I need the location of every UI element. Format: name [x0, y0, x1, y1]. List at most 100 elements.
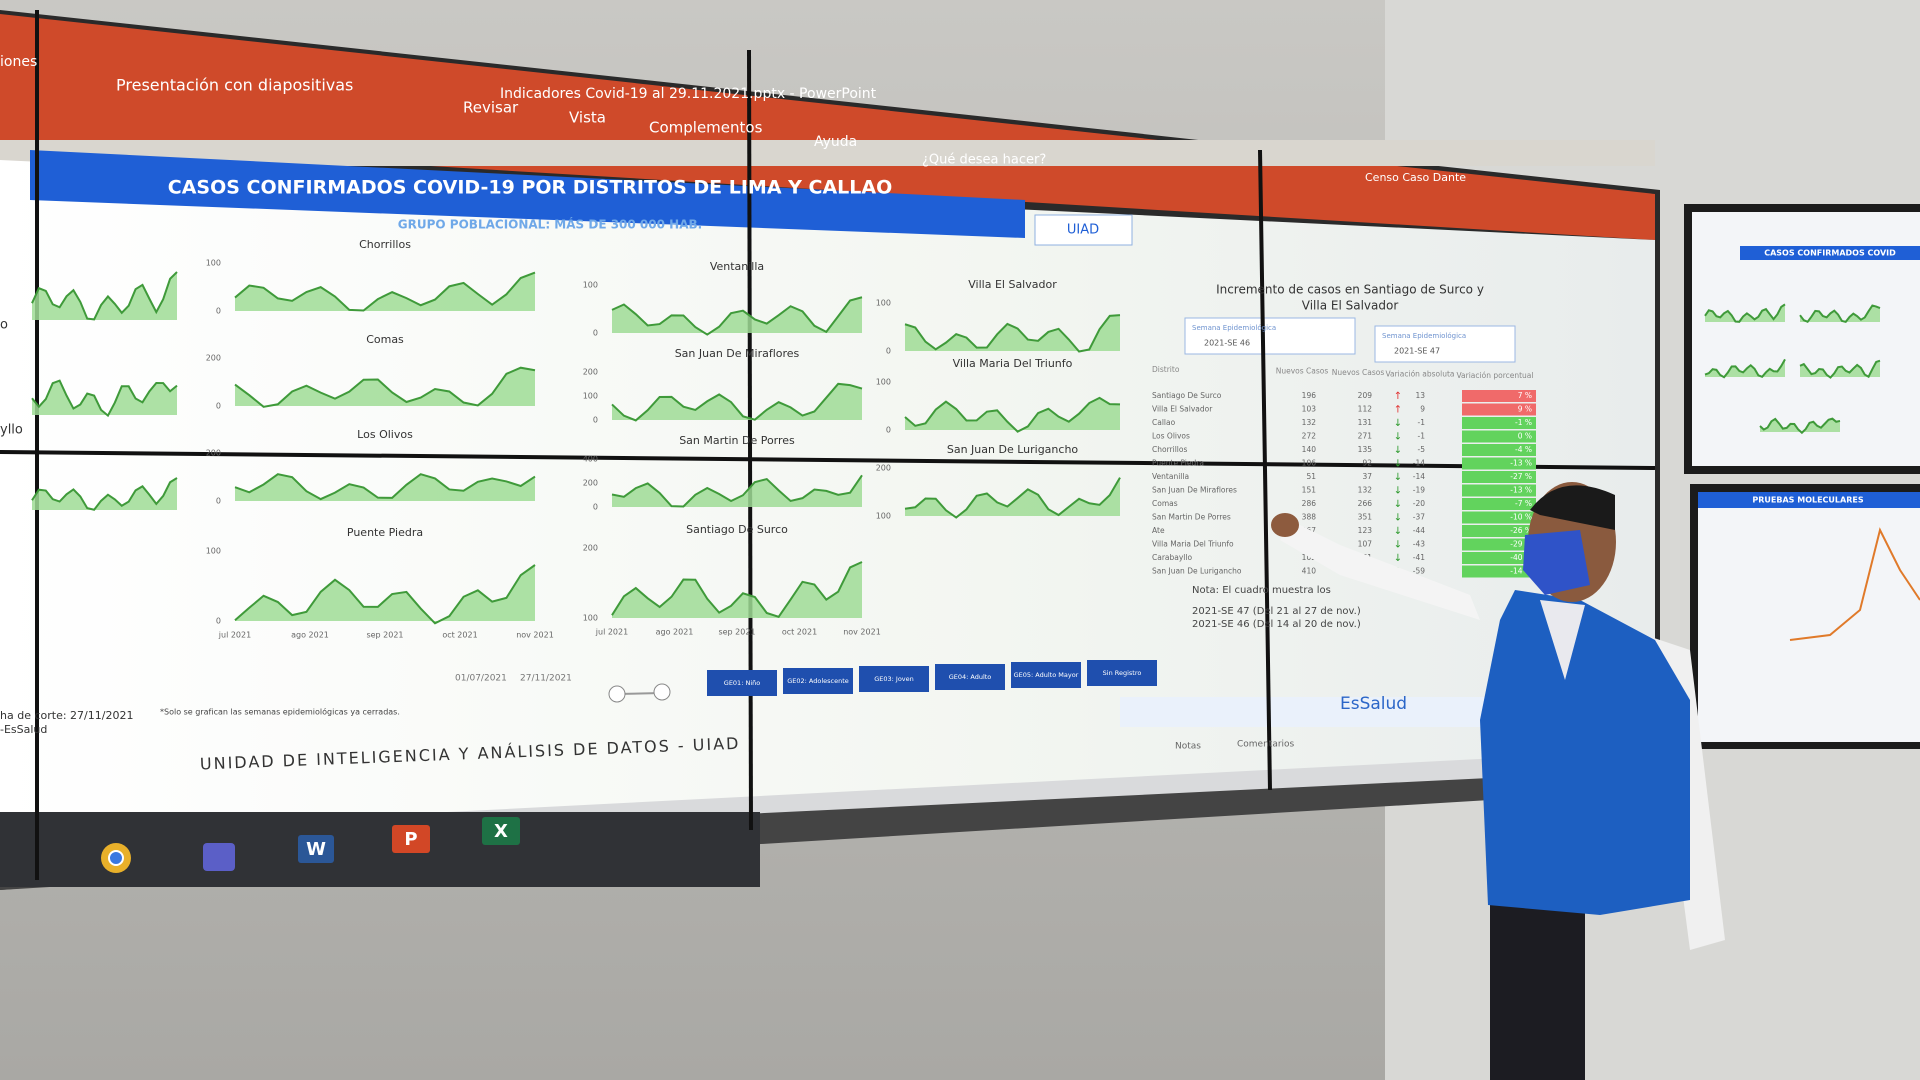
word-icon [298, 835, 334, 863]
table-cell: -1 [1418, 418, 1426, 427]
table-cell: 140 [1302, 445, 1317, 454]
filter-value: 2021-SE 46 [1204, 339, 1250, 348]
panel-tick: 0 [216, 307, 221, 316]
logo-strip [1120, 697, 1500, 727]
district-name: San Martin De Porres [1152, 513, 1231, 522]
pct-cell [1462, 444, 1536, 456]
trend-arrow: ↓ [1394, 459, 1402, 470]
note: 2021-SE 46 (Del 14 al 20 de nov.) [1192, 619, 1361, 630]
sparkline [234, 564, 536, 625]
group-button-label: GE01: Niño [724, 679, 760, 687]
pct-cell [1462, 390, 1536, 402]
table-cell: 51 [1306, 472, 1316, 481]
table-cell: 103 [1302, 405, 1317, 414]
trend-arrow: ↓ [1394, 553, 1402, 564]
powerpoint-icon [392, 825, 430, 853]
table-cell: 0 % [1518, 432, 1532, 441]
pct-cell [1462, 565, 1536, 578]
panel-tick: 0 [216, 402, 221, 411]
ribbon-tab: Complementos [649, 119, 763, 137]
sparkline [1704, 303, 1786, 323]
pct-cell [1462, 511, 1536, 524]
panel-title: Ventanilla [710, 260, 764, 273]
table-cell: 112 [1358, 405, 1373, 414]
month-label: ago 2021 [656, 628, 694, 637]
word-icon-letter: W [306, 839, 326, 860]
slider-handle [608, 685, 626, 703]
panel-title: o [0, 318, 8, 333]
month-label: jul 2021 [218, 631, 251, 640]
panel-tick: 0 [886, 426, 891, 435]
pct-cell [1462, 498, 1536, 510]
district-name: Santiago De Surco [1152, 391, 1222, 400]
table-cell: -5 [1418, 445, 1426, 454]
panel-tick: 100 [583, 281, 598, 290]
month-label: oct 2021 [782, 628, 817, 637]
trend-arrow: ↓ [1394, 472, 1402, 483]
table-cell: -1 [1418, 432, 1426, 441]
panel-title: Santiago De Surco [686, 523, 788, 536]
sparkline [31, 477, 178, 511]
table-cell: -14 % [1510, 567, 1532, 576]
table-cell: -29 % [1510, 540, 1532, 549]
group-button[interactable] [859, 666, 929, 692]
table-cell: 9 % [1518, 405, 1532, 414]
panel-tick: 100 [206, 547, 221, 556]
table-cell: -13 % [1510, 486, 1532, 495]
excel-icon [482, 817, 520, 845]
hand [1271, 513, 1299, 537]
panel-tick: 0 [216, 617, 221, 626]
panel-title: Villa El Salvador [968, 278, 1057, 291]
district-name: Chorrillos [1152, 445, 1187, 454]
filter-box [1374, 325, 1516, 363]
district-name: San Juan De Miraflores [1152, 486, 1237, 495]
group-button[interactable] [935, 664, 1005, 690]
column-header: Variación absoluta [1385, 370, 1454, 379]
trend-arrow: ↓ [1394, 513, 1402, 524]
district-name: San Juan De Lurigancho [1152, 567, 1242, 576]
user-name: Censo Caso Dante [1365, 171, 1466, 184]
table-cell: -43 [1413, 540, 1425, 549]
trend-arrow: ↓ [1394, 540, 1402, 551]
sparkline-area [1705, 304, 1785, 322]
group-button[interactable] [707, 670, 777, 696]
sparkline-area [612, 383, 862, 421]
table-cell: 135 [1358, 445, 1373, 454]
table-cell: -14 [1413, 459, 1425, 468]
panel-tick: 100 [876, 299, 891, 308]
panel-tick: 100 [583, 614, 598, 623]
district-name: Puente Piedra [1152, 459, 1204, 468]
panel-tick: 0 [886, 347, 891, 356]
ribbon-tab: Presentación con diapositivas [116, 76, 353, 95]
group-button[interactable] [1011, 662, 1081, 688]
group-button[interactable] [1087, 660, 1157, 686]
pct-cell [1462, 403, 1536, 416]
trousers [1490, 880, 1585, 1080]
trend-arrow: ↓ [1394, 432, 1402, 443]
presenter [1271, 482, 1725, 1080]
table-cell: -44 [1413, 526, 1425, 535]
panel-tick: 100 [206, 259, 221, 268]
pct-cell [1462, 430, 1536, 443]
table-cell: 123 [1358, 526, 1373, 535]
ribbon [0, 14, 1655, 240]
month-label: oct 2021 [442, 631, 477, 640]
sparkline-area [235, 272, 535, 311]
mask [1523, 530, 1590, 595]
source: -EsSalud [0, 723, 47, 736]
sparkline [234, 366, 536, 408]
side-curve [1789, 527, 1920, 641]
panel-tick: 400 [583, 455, 598, 464]
side-title: CASOS CONFIRMADOS COVID [1764, 249, 1896, 258]
bezel [747, 49, 753, 831]
panel-title: San Juan De Lurigancho [947, 443, 1079, 456]
sparkline [1704, 358, 1786, 379]
group-button[interactable] [783, 668, 853, 694]
filter-box [1184, 317, 1356, 355]
sparkline [31, 271, 178, 321]
table-cell: -1 % [1515, 418, 1532, 427]
table-cell: -59 [1413, 567, 1425, 576]
trend-arrow: ↑ [1394, 405, 1402, 416]
group-button-label: GE02: Adolescente [787, 677, 849, 685]
